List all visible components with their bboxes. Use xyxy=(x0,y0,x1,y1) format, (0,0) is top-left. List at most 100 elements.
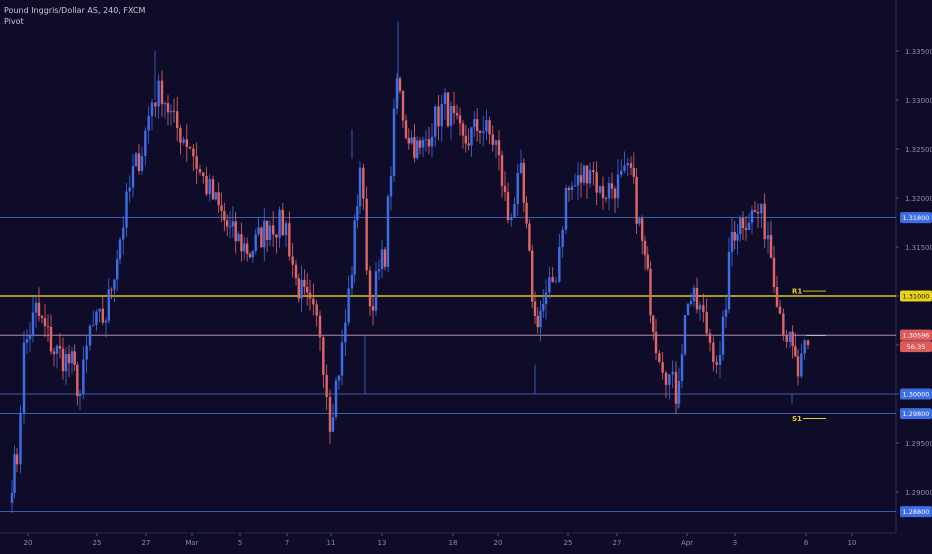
candle-body xyxy=(708,333,712,343)
candle-body xyxy=(344,322,347,343)
candle-body xyxy=(318,315,322,338)
x-tick-label: 5 xyxy=(238,539,242,547)
candle-body xyxy=(306,286,309,293)
x-tick-label: 13 xyxy=(378,539,387,547)
candle-body xyxy=(64,353,68,372)
level-price-tag-bg xyxy=(900,388,932,400)
candle-body xyxy=(410,137,413,144)
candle-body xyxy=(604,198,608,200)
candle-body xyxy=(632,167,635,177)
candle-body xyxy=(638,218,641,224)
candle-body xyxy=(542,304,545,311)
candle-body xyxy=(214,192,218,200)
candle-body xyxy=(147,116,150,131)
level-price-tag: 1.31800 xyxy=(903,214,930,222)
candle-body xyxy=(202,172,205,177)
candle-body xyxy=(389,175,393,197)
indicator-label: Pivot xyxy=(4,17,24,26)
candle-body xyxy=(46,326,50,328)
candle-body xyxy=(467,143,470,146)
candle-body xyxy=(234,221,237,242)
candle-body xyxy=(98,308,101,312)
level-price-tag: 1.30000 xyxy=(903,391,930,399)
candle-body xyxy=(300,279,303,299)
candle-body xyxy=(157,80,160,107)
candle-body xyxy=(803,340,806,354)
level-price-tag-bg xyxy=(900,212,932,224)
candle-body xyxy=(185,139,188,147)
candle-body xyxy=(736,234,739,241)
candle-body xyxy=(28,335,32,340)
candle-body xyxy=(31,312,35,336)
candle-body xyxy=(806,340,810,345)
candle-body xyxy=(724,309,728,317)
candle-body xyxy=(610,183,614,189)
level-price-tag: 1.31000 xyxy=(903,293,930,301)
candle-body xyxy=(695,287,699,310)
candle-body xyxy=(766,235,770,240)
candle-body xyxy=(322,337,325,376)
candle-body xyxy=(750,210,754,223)
candle-body xyxy=(374,271,378,311)
candle-body xyxy=(646,254,649,269)
level-price-tag: 1.28800 xyxy=(903,508,930,516)
candle-body xyxy=(570,186,574,190)
candle-body xyxy=(601,186,605,199)
candle-body xyxy=(82,359,85,394)
candle-body xyxy=(730,232,734,253)
candle-body xyxy=(510,217,513,221)
candle-body xyxy=(198,168,202,173)
candle-body xyxy=(778,306,782,314)
candle-body xyxy=(753,210,757,212)
candle-body xyxy=(294,264,298,279)
candle-body xyxy=(485,120,488,132)
x-tick-label: 10 xyxy=(848,539,857,547)
candle-body xyxy=(733,232,736,241)
candle-body xyxy=(176,111,179,128)
candle-body xyxy=(43,317,47,327)
candle-body xyxy=(652,315,655,332)
candle-body xyxy=(664,372,668,385)
candle-body xyxy=(613,188,617,199)
candle-body xyxy=(643,240,647,255)
candle-body xyxy=(228,226,232,228)
candle-body xyxy=(680,354,684,381)
candle-body xyxy=(284,223,288,236)
candle-body xyxy=(598,186,602,193)
candle-body xyxy=(140,156,144,172)
candle-body xyxy=(712,342,715,363)
candle-body xyxy=(257,227,260,235)
y-tick-label: 1.33000 xyxy=(905,97,932,105)
candle-body xyxy=(398,78,402,92)
current-price-tag-bg xyxy=(900,329,932,341)
candle-body xyxy=(554,281,558,283)
candle-body xyxy=(362,167,365,199)
candle-body xyxy=(383,249,387,267)
candle-body xyxy=(500,155,504,187)
candle-body xyxy=(641,218,644,241)
candle-body xyxy=(494,140,498,145)
candle-body xyxy=(488,120,491,135)
candle-body xyxy=(150,102,154,117)
candle-body xyxy=(172,110,176,112)
candle-body xyxy=(620,170,623,175)
candle-body xyxy=(718,354,722,365)
candle-body xyxy=(702,305,705,312)
candle-body xyxy=(160,80,164,105)
candle-body xyxy=(437,106,440,127)
x-tick-label: 3 xyxy=(733,539,737,547)
level-price-tag-bg xyxy=(900,408,932,420)
candle-body xyxy=(95,311,98,325)
candle-body xyxy=(516,172,519,204)
candle-body xyxy=(434,106,437,137)
candle-body xyxy=(440,103,443,127)
candle-body xyxy=(122,227,125,240)
candle-body xyxy=(629,163,633,168)
x-tick-label: 8 xyxy=(804,539,808,547)
x-tick-label: 7 xyxy=(285,539,289,547)
candle-body xyxy=(418,140,422,148)
candle-body xyxy=(315,304,318,316)
candle-body xyxy=(208,179,211,195)
